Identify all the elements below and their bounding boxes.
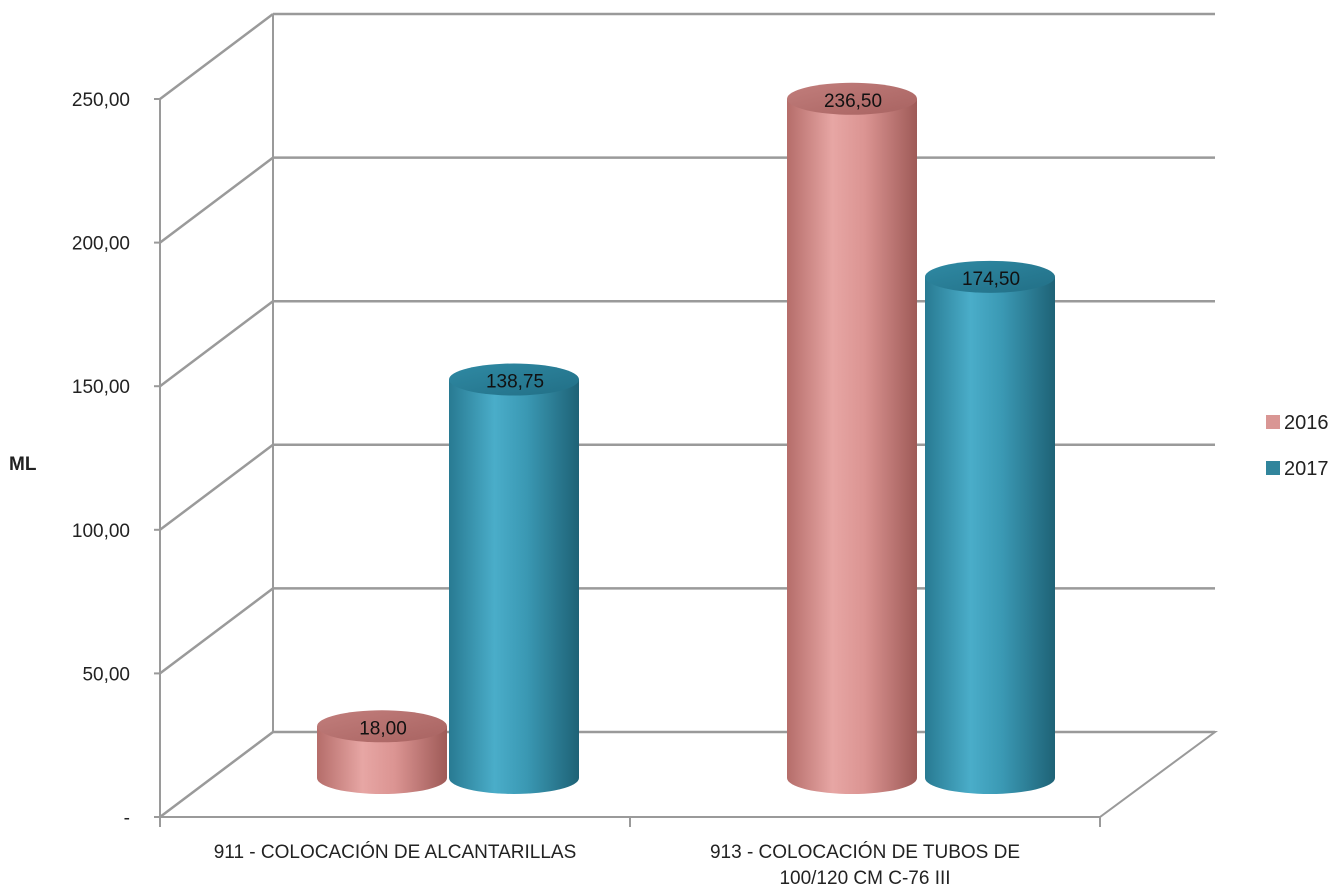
- bar: [787, 82, 917, 795]
- gridline-side: [159, 587, 274, 675]
- data-label: 138,75: [486, 372, 544, 393]
- gridline-side: [159, 443, 274, 531]
- y-tick-label: 200,00: [72, 234, 130, 255]
- bar: [449, 363, 579, 794]
- y-tick-label: 150,00: [72, 377, 130, 398]
- bar-body: [449, 379, 579, 794]
- y-tick-label: -: [124, 808, 130, 829]
- data-label: 174,50: [962, 269, 1020, 290]
- y-tick-label: 50,00: [82, 664, 130, 685]
- x-category-label: 913 - COLOCACIÓN DE TUBOS DE 100/120 CM C…: [710, 841, 1020, 889]
- axes: [154, 98, 1101, 827]
- gridline-side: [159, 300, 274, 388]
- bar-body: [317, 726, 447, 794]
- bar-body: [787, 98, 917, 795]
- legend-swatch: [1266, 415, 1280, 429]
- x-category-label: 911 - COLOCACIÓN DE ALCANTARILLAS: [214, 841, 577, 863]
- gridline-side: [159, 731, 274, 818]
- chart-walls: [157, 14, 1219, 818]
- y-tick-label: 250,00: [72, 90, 130, 111]
- legend-swatch: [1266, 461, 1280, 475]
- bar-top: [449, 363, 579, 396]
- legend-label: 2017: [1284, 458, 1329, 480]
- data-labels: 18,00 236,50 138,75 174,50: [359, 91, 1020, 740]
- bar-top: [925, 260, 1055, 293]
- legend: 2016 2017: [1266, 412, 1329, 480]
- legend-label: 2016: [1284, 412, 1329, 434]
- bar-top: [317, 710, 447, 743]
- y-axis-tick-labels: - 50,00 100,00 150,00 200,00 250,00: [72, 90, 130, 829]
- gridlines: [159, 12, 1215, 818]
- bar-body: [925, 276, 1055, 794]
- y-tick-label: 100,00: [72, 521, 130, 542]
- bar: [317, 710, 447, 794]
- bars: [317, 82, 1055, 795]
- gridline-side: [159, 13, 274, 100]
- gridline-side: [159, 156, 274, 244]
- y-axis-title: ML: [9, 454, 37, 475]
- bar-top: [787, 82, 917, 115]
- bar: [925, 260, 1055, 794]
- data-label: 236,50: [824, 91, 882, 112]
- x-axis-category-labels: 911 - COLOCACIÓN DE ALCANTARILLAS 913 - C…: [214, 841, 1020, 889]
- data-label: 18,00: [359, 718, 407, 739]
